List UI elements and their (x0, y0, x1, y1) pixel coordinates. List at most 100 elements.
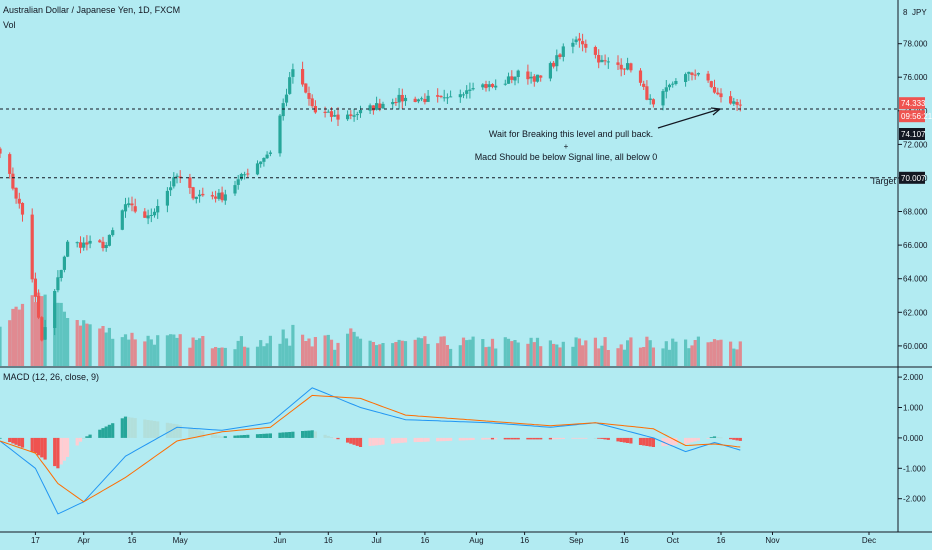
candle-body (510, 76, 514, 80)
volume-bar (413, 339, 417, 366)
macd-histogram (0, 416, 742, 469)
macd-histogram-bar (43, 437, 47, 460)
volume-bar (169, 334, 173, 366)
macd-histogram-bar (178, 425, 182, 438)
macd-histogram-bar (40, 437, 44, 458)
candle-body (619, 64, 623, 70)
macd-histogram-bar (712, 436, 717, 438)
volume-bar (416, 337, 420, 366)
volume-bar (593, 337, 597, 366)
symbol-title: Australian Dollar / Japanese Yen, 1D, FX… (3, 5, 181, 15)
candle-body (461, 94, 466, 96)
candle-body (603, 60, 607, 62)
macd-histogram-bar (37, 437, 41, 456)
volume-label: Vol (3, 20, 16, 30)
candle-body (738, 104, 742, 106)
macd-tick-label: -1.000 (903, 464, 926, 473)
candle-body (82, 242, 86, 248)
volume-bar (111, 338, 115, 366)
candle-body (513, 76, 517, 81)
candle-body (281, 103, 285, 117)
volume-bar (732, 348, 736, 366)
candle-body (349, 114, 353, 116)
macd-histogram-bar (600, 437, 604, 439)
candle-body (37, 295, 41, 318)
candle-body (146, 215, 150, 219)
countdown-badge-bg (899, 110, 925, 123)
time-tick-label: 16 (620, 536, 629, 545)
horizontal-levels (0, 108, 898, 179)
macd-histogram-bar (291, 431, 295, 438)
volume-bar (17, 309, 21, 366)
candle-body (706, 73, 710, 81)
volume-bar (236, 340, 240, 366)
candle-body (333, 115, 337, 117)
volume-bar (600, 345, 604, 366)
volume-bar (284, 338, 289, 366)
signal-line (0, 394, 741, 503)
macd-histogram-bar (85, 436, 89, 438)
volume-bar (529, 337, 533, 366)
price-tick-label: 78.000 (903, 40, 928, 49)
candle-body (17, 198, 21, 204)
macd-histogram-bar (738, 437, 742, 441)
volume-bar (548, 340, 552, 366)
volume-bar (716, 340, 720, 366)
annotation-note-2: Macd Should be below Signal line, all be… (475, 152, 658, 162)
annotation-arrowhead (710, 107, 721, 116)
volume-bar (661, 348, 665, 366)
candle-body (188, 177, 192, 188)
volume-bar (651, 347, 655, 366)
volume-bar (62, 311, 66, 366)
macd-histogram-bar (397, 437, 401, 444)
macd-histogram-bar (284, 432, 289, 438)
candle-body (101, 241, 105, 249)
macd-histogram-bar (684, 437, 688, 444)
candle-body (169, 187, 173, 191)
macd-histogram-bar (194, 429, 198, 438)
last-price-badge-bg (899, 97, 925, 110)
candle-body (56, 277, 60, 291)
candle-body (638, 70, 643, 83)
macd-histogram-bar (243, 435, 247, 438)
time-tick-label: Sep (569, 536, 584, 545)
candle-body (191, 187, 195, 199)
candle-body (622, 68, 626, 70)
price-tick-label: 60.000 (903, 342, 928, 351)
macd-histogram-bar (198, 430, 202, 438)
candle-body (712, 87, 717, 93)
annotation-note-plus: + (564, 142, 569, 151)
macd-histogram-bar (358, 437, 363, 447)
macd-histogram-bar (706, 437, 710, 439)
macd-histogram-bar (378, 437, 382, 446)
volume-bar (194, 339, 198, 366)
macd-histogram-bar (426, 437, 430, 442)
volume-bar (8, 320, 12, 366)
annotation-note-1: Wait for Breaking this level and pull ba… (489, 129, 653, 139)
candle-body (735, 102, 739, 105)
currency-label: JPY (912, 8, 927, 17)
candle-body (123, 204, 128, 212)
volume-bar (281, 329, 285, 366)
macd-line (0, 387, 741, 515)
macd-histogram-bar (30, 437, 34, 452)
volume-bar (671, 338, 675, 366)
candle-body (503, 83, 507, 85)
level-2-badge-bg (899, 171, 925, 184)
macd-histogram-bar (355, 437, 359, 446)
macd-histogram-bar (8, 437, 12, 442)
macd-histogram-bar (416, 437, 420, 442)
candle-body (593, 47, 597, 55)
volume-bar (101, 326, 105, 366)
candle-body (210, 195, 214, 197)
macd-histogram-bar (220, 436, 224, 438)
candle-body (368, 105, 372, 111)
volume-bar (375, 345, 379, 366)
candle-body (11, 173, 15, 189)
volume-bar (423, 336, 427, 366)
macd-histogram-bar (664, 437, 668, 446)
candle-body (445, 97, 449, 99)
time-tick-label: Oct (666, 536, 679, 545)
macd-histogram-bar (127, 417, 131, 438)
